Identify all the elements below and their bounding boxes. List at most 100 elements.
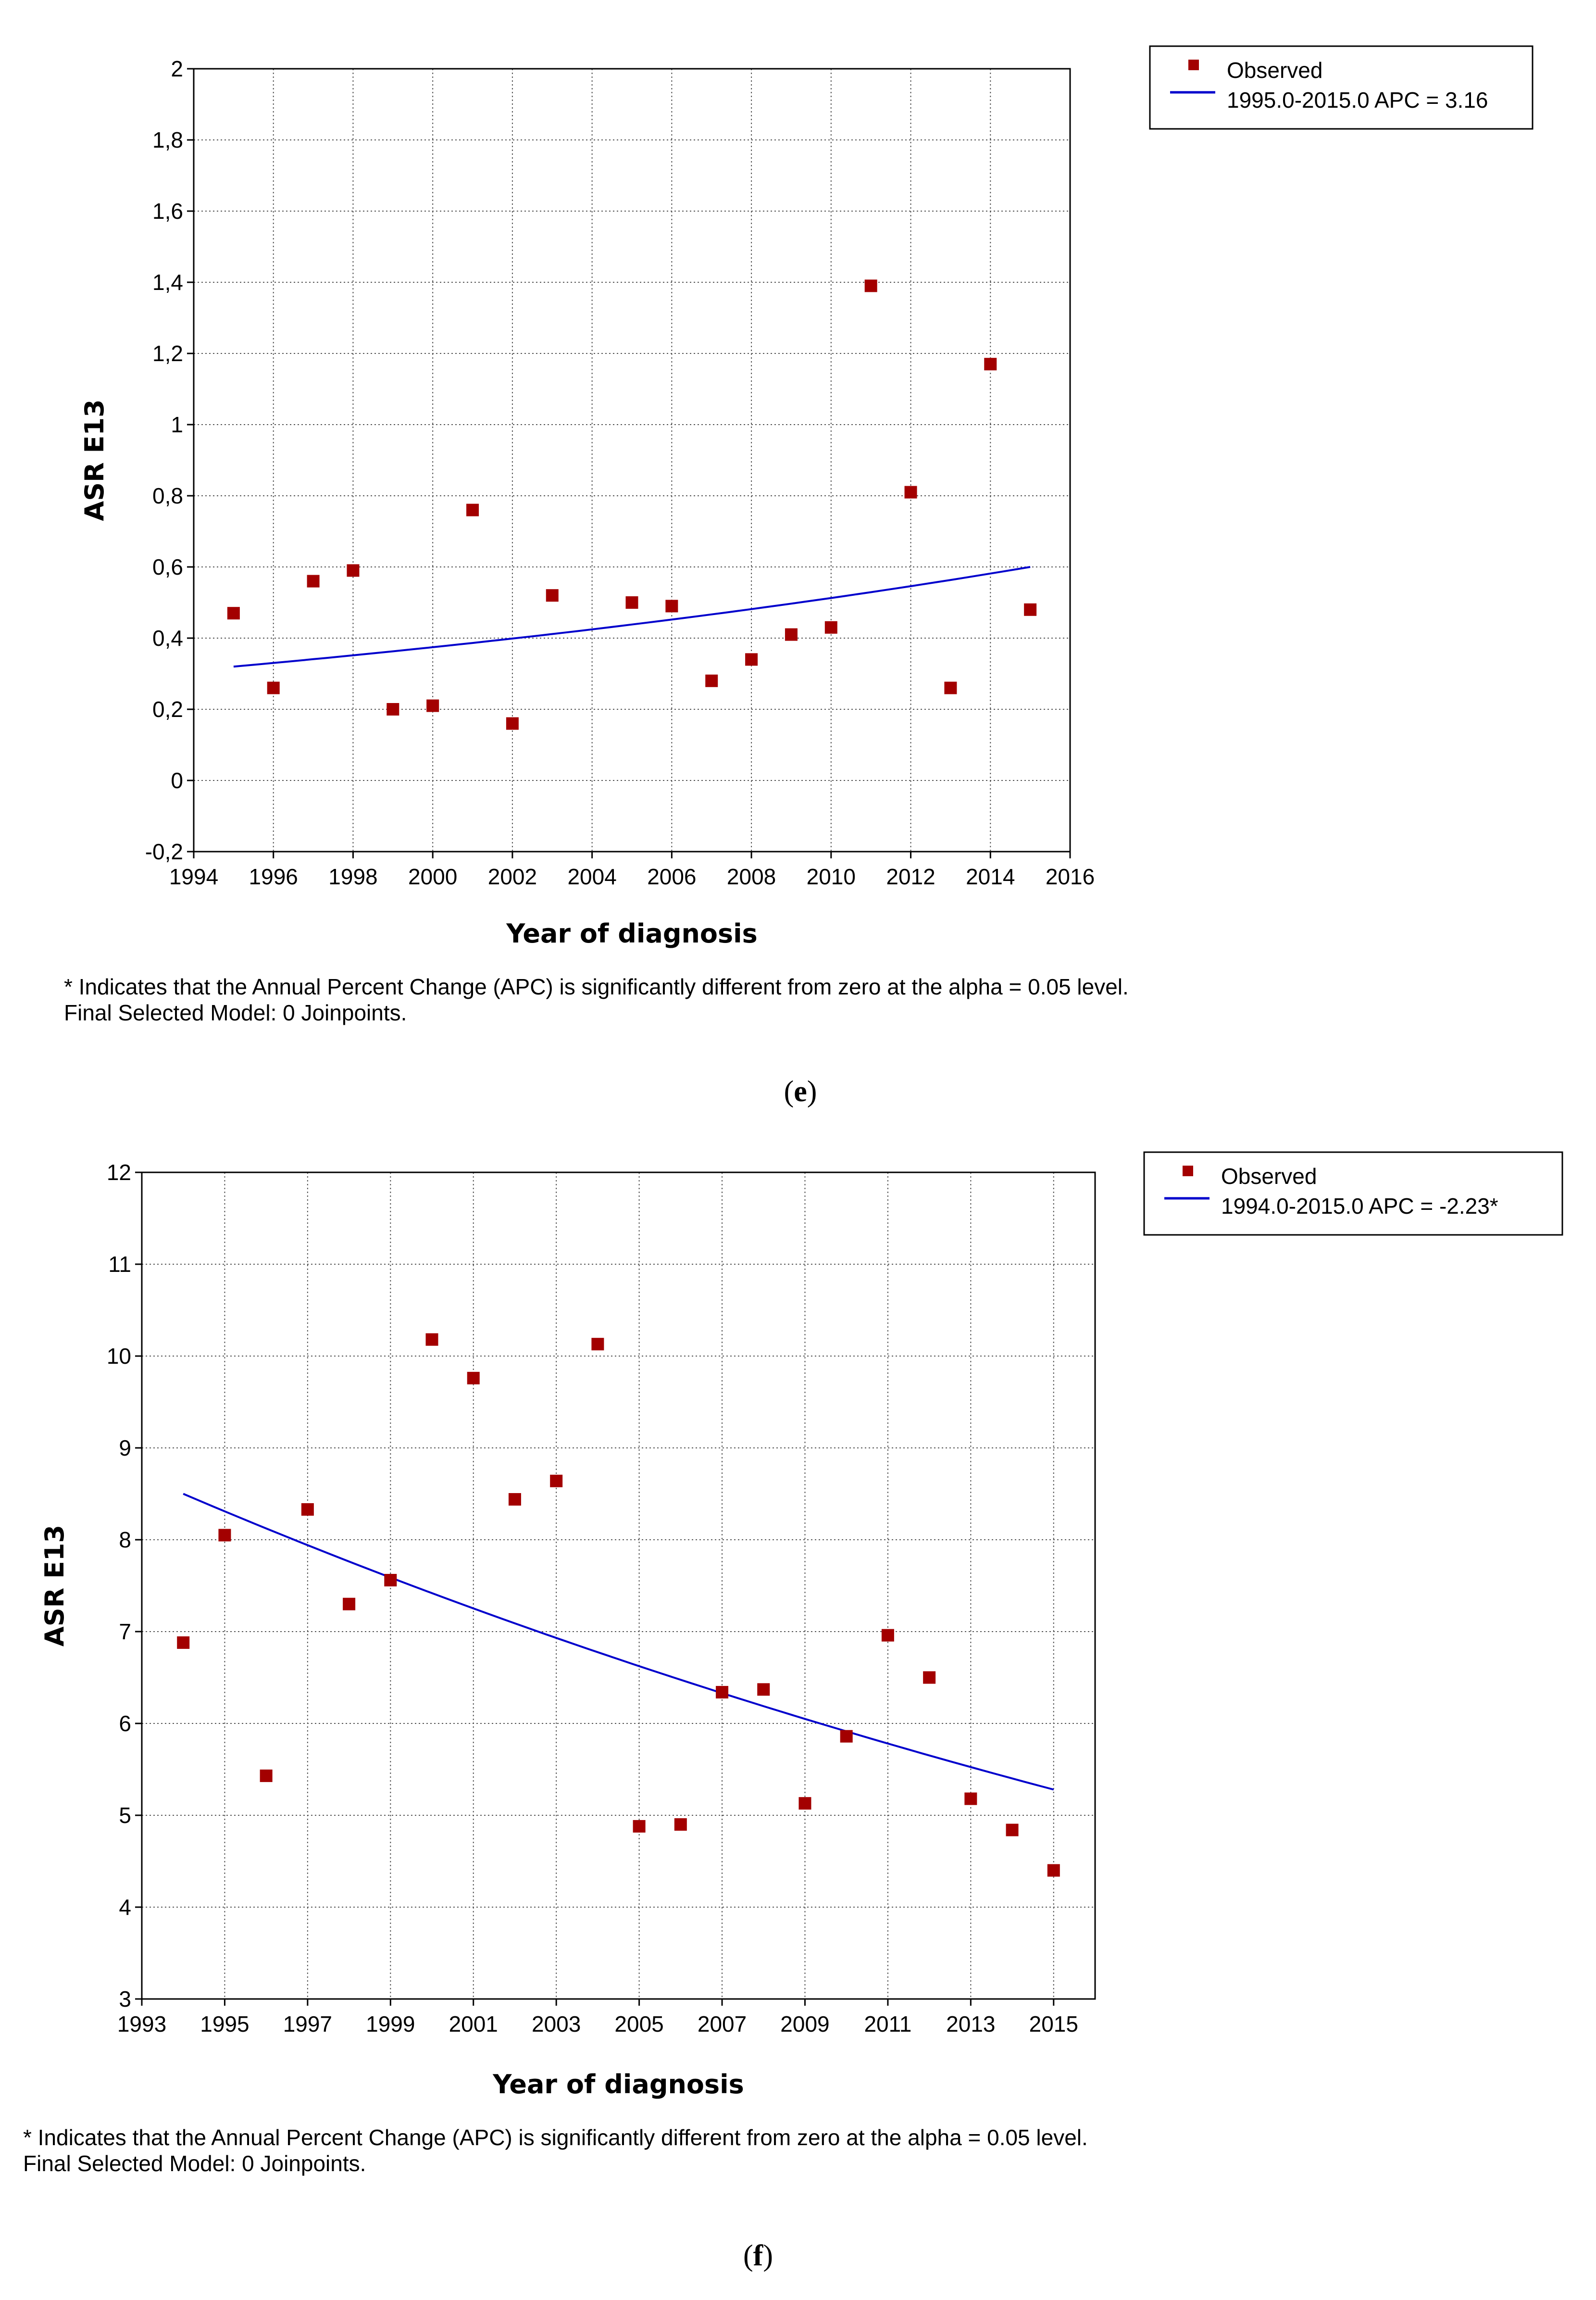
legend-observed-label-f: Observed <box>1221 1164 1317 1189</box>
observed-point-1998 <box>347 564 360 577</box>
observed-point-2000 <box>426 699 439 712</box>
model-note-f: Final Selected Model: 0 Joinpoints. <box>23 2151 366 2176</box>
y-ticks-e: -0,2 0 0,2 0,4 0,6 0,8 1 1,2 1,4 1,6 1,8 2 <box>145 56 194 864</box>
observed-point-2003 <box>546 589 559 602</box>
observed-point-2006 <box>674 1818 687 1831</box>
x-tick-label-1998: 1998 <box>328 864 377 889</box>
panel-label-open-e: ( <box>784 1075 794 1108</box>
observed-point-2013 <box>964 1792 977 1805</box>
observed-point-2001 <box>467 1371 480 1384</box>
apc-trend-line-e <box>233 566 1031 668</box>
observed-point-2012 <box>904 486 917 499</box>
observed-point-1995 <box>218 1529 231 1542</box>
observed-point-2015 <box>1024 603 1037 616</box>
observed-points-e <box>227 279 1037 730</box>
observed-point-1999 <box>384 1574 397 1587</box>
y-tick-label-8: 11 <box>108 1252 131 1277</box>
observed-point-2012 <box>923 1671 936 1684</box>
x-tick-label-1995: 1995 <box>200 2011 249 2036</box>
chart-panel-e: 1994 1996 1998 2000 2002 2004 2006 2008 2010 2012… <box>64 45 1534 1108</box>
y-ticks-f: 3 4 5 6 7 8 9 10 11 12 <box>107 1160 142 2011</box>
model-note-e: Final Selected Model: 0 Joinpoints. <box>64 1000 407 1025</box>
observed-point-1998 <box>343 1597 356 1610</box>
observed-point-2010 <box>824 621 837 634</box>
y-tick-label-6: 9 <box>119 1435 131 1460</box>
legend-observed-label-e: Observed <box>1227 58 1322 83</box>
x-tick-label-1999: 1999 <box>366 2011 415 2036</box>
x-axis-title-f: Year of diagnosis <box>492 2069 744 2099</box>
legend-fit-label-f: 1994.0-2015.0 APC = -2.23* <box>1221 1194 1498 1219</box>
observed-point-2009 <box>798 1797 811 1810</box>
observed-point-2011 <box>881 1629 894 1642</box>
observed-point-2001 <box>466 503 479 516</box>
observed-point-2008 <box>745 653 758 666</box>
observed-point-1994 <box>177 1636 190 1649</box>
y-tick-label-1: 4 <box>119 1895 131 1920</box>
y-tick-label-10: 1,8 <box>152 127 183 152</box>
y-tick-label-3: 6 <box>119 1711 131 1736</box>
x-axis-title-e: Year of diagnosis <box>506 918 758 949</box>
y-tick-label-9: 12 <box>107 1160 131 1185</box>
x-tick-label-2013: 2013 <box>946 2011 995 2036</box>
legend-e: Observed 1995.0-2015.0 APC = 3.16 <box>1149 45 1534 130</box>
legend-box-f <box>1143 1151 1563 1236</box>
plot-area-frame-e <box>193 68 1071 853</box>
legend-observed-marker-e <box>1188 60 1199 70</box>
x-tick-label-2007: 2007 <box>698 2011 747 2036</box>
observed-point-2005 <box>633 1820 646 1833</box>
y-tick-label-6: 1 <box>171 412 183 437</box>
x-tick-label-2005: 2005 <box>614 2011 663 2036</box>
x-tick-label-2011: 2011 <box>864 2011 911 2036</box>
panel-label-e: (e) <box>784 1075 817 1108</box>
observed-point-2014 <box>984 358 997 371</box>
observed-point-2007 <box>705 674 718 687</box>
y-tick-label-2: 5 <box>119 1803 131 1828</box>
x-tick-label-2002: 2002 <box>488 864 537 889</box>
x-tick-label-2009: 2009 <box>780 2011 829 2036</box>
observed-point-2014 <box>1006 1823 1019 1836</box>
x-tick-label-1994: 1994 <box>169 864 218 889</box>
y-tick-label-1: 0 <box>171 768 183 793</box>
panel-label-f: (f) <box>743 2239 773 2272</box>
y-tick-label-4: 0,6 <box>152 554 183 579</box>
panel-label-letter-f: f <box>753 2239 764 2272</box>
y-axis-title-f: ASR E13 <box>39 1525 70 1646</box>
y-tick-label-9: 1,6 <box>152 199 183 224</box>
observed-point-1999 <box>387 703 399 716</box>
panel-label-letter-e: e <box>794 1075 807 1108</box>
observed-point-2000 <box>425 1333 438 1346</box>
y-tick-label-4: 7 <box>119 1619 131 1644</box>
x-tick-label-2004: 2004 <box>567 864 616 889</box>
legend-fit-label-e: 1995.0-2015.0 APC = 3.16 <box>1227 88 1488 113</box>
apc-trend-line-f <box>183 1493 1054 1791</box>
x-tick-label-2012: 2012 <box>886 864 935 889</box>
y-tick-label-8: 1,4 <box>152 270 183 295</box>
legend-box-e <box>1149 45 1534 130</box>
x-tick-label-2014: 2014 <box>966 864 1015 889</box>
observed-point-2008 <box>757 1683 770 1696</box>
x-ticks-e: 1994 1996 1998 2000 2002 2004 2006 2008 2010 2012… <box>169 852 1095 889</box>
y-tick-label-0: 3 <box>119 1986 131 2011</box>
y-tick-label-7: 1,2 <box>152 341 183 366</box>
x-tick-label-2006: 2006 <box>647 864 696 889</box>
observed-point-1996 <box>267 681 280 694</box>
x-tick-label-2008: 2008 <box>727 864 776 889</box>
x-tick-label-1993: 1993 <box>117 2011 166 2036</box>
x-tick-label-1996: 1996 <box>249 864 298 889</box>
x-ticks-f: 1993 1995 1997 1999 2001 2003 2005 2007 2009 2011… <box>117 1999 1078 2036</box>
y-tick-label-0: -0,2 <box>145 839 183 864</box>
y-tick-label-3: 0,4 <box>152 626 183 651</box>
observed-point-1996 <box>260 1769 273 1782</box>
observed-point-2004 <box>591 1338 604 1351</box>
observed-point-2013 <box>944 681 957 694</box>
y-tick-label-5: 0,8 <box>152 483 183 508</box>
chart-panel-f: 1993 1995 1997 1999 2001 2003 2005 2007 2009 2011… <box>23 1151 1563 2272</box>
observed-point-2005 <box>625 596 638 609</box>
grid-e <box>193 68 1071 852</box>
observed-points-f <box>177 1333 1060 1877</box>
observed-point-2002 <box>508 1493 521 1506</box>
y-tick-label-11: 2 <box>171 56 183 81</box>
observed-point-2015 <box>1047 1864 1060 1877</box>
significance-note-f: * Indicates that the Annual Percent Chan… <box>23 2125 1088 2150</box>
observed-point-2010 <box>840 1730 853 1743</box>
